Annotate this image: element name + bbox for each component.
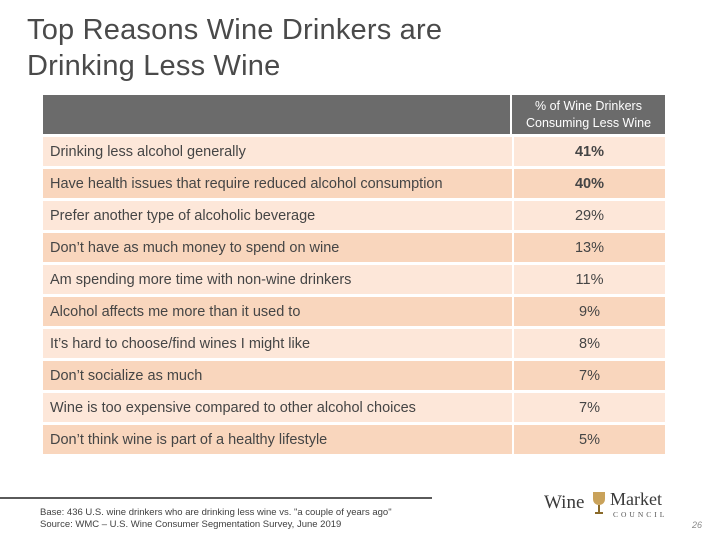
reason-cell: Don’t socialize as much xyxy=(43,358,512,390)
percent-cell: 41% xyxy=(512,134,665,166)
percent-cell: 8% xyxy=(512,326,665,358)
footnote: Base: 436 U.S. wine drinkers who are dri… xyxy=(40,507,392,531)
footnote-base: Base: 436 U.S. wine drinkers who are dri… xyxy=(40,507,392,518)
table-row: Don’t socialize as much 7% xyxy=(43,358,665,390)
wine-glass-icon xyxy=(593,492,605,514)
percent-column-header: % of Wine Drinkers Consuming Less Wine xyxy=(512,95,665,134)
percent-cell: 40% xyxy=(512,166,665,198)
reason-cell: Have health issues that require reduced … xyxy=(43,166,512,198)
reason-cell: It’s hard to choose/find wines I might l… xyxy=(43,326,512,358)
percent-cell: 29% xyxy=(512,198,665,230)
footer-divider xyxy=(0,497,432,499)
reason-cell: Am spending more time with non-wine drin… xyxy=(43,262,512,294)
reason-cell: Drinking less alcohol generally xyxy=(43,134,512,166)
percent-cell: 13% xyxy=(512,230,665,262)
reason-cell: Alcohol affects me more than it used to xyxy=(43,294,512,326)
table-row: It’s hard to choose/find wines I might l… xyxy=(43,326,665,358)
percent-cell: 7% xyxy=(512,390,665,422)
percent-cell: 7% xyxy=(512,358,665,390)
logo-market-text: Market xyxy=(610,489,662,509)
table-row: Prefer another type of alcoholic beverag… xyxy=(43,198,665,230)
footnote-source: Source: WMC – U.S. Wine Consumer Segment… xyxy=(40,519,342,530)
reasons-table: % of Wine Drinkers Consuming Less Wine D… xyxy=(43,95,665,454)
table-row: Drinking less alcohol generally 41% xyxy=(43,134,665,166)
wine-market-council-logo: Wine Market COUNCIL xyxy=(544,488,684,522)
reason-cell: Prefer another type of alcoholic beverag… xyxy=(43,198,512,230)
logo-council-text: COUNCIL xyxy=(613,510,668,519)
slide-title: Top Reasons Wine Drinkers are Drinking L… xyxy=(27,14,443,82)
reason-cell: Don’t think wine is part of a healthy li… xyxy=(43,422,512,454)
percent-cell: 9% xyxy=(512,294,665,326)
table-row: Am spending more time with non-wine drin… xyxy=(43,262,665,294)
percent-cell: 11% xyxy=(512,262,665,294)
table-row: Don’t think wine is part of a healthy li… xyxy=(43,422,665,454)
logo-wine-text: Wine xyxy=(544,492,585,513)
table-row: Wine is too expensive compared to other … xyxy=(43,390,665,422)
page-number: 26 xyxy=(692,520,703,530)
table-row: Alcohol affects me more than it used to … xyxy=(43,294,665,326)
table-header-row: % of Wine Drinkers Consuming Less Wine xyxy=(43,95,665,134)
reason-cell: Don’t have as much money to spend on win… xyxy=(43,230,512,262)
reason-cell: Wine is too expensive compared to other … xyxy=(43,390,512,422)
header-blank-cell xyxy=(43,95,512,134)
table-row: Don’t have as much money to spend on win… xyxy=(43,230,665,262)
percent-cell: 5% xyxy=(512,422,665,454)
table-row: Have health issues that require reduced … xyxy=(43,166,665,198)
